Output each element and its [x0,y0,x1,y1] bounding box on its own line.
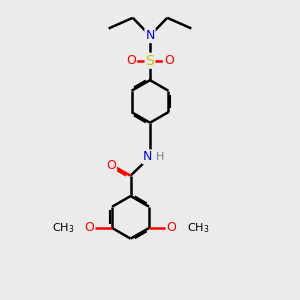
Text: O: O [106,158,116,172]
Text: N: N [143,150,152,164]
Text: O: O [126,54,136,67]
Text: H: H [156,152,164,162]
Text: O: O [85,221,94,235]
Text: S: S [146,54,154,68]
Text: N: N [145,29,155,42]
Text: CH$_3$: CH$_3$ [52,221,74,235]
Text: O: O [167,221,176,235]
Text: O: O [164,54,174,67]
Text: CH$_3$: CH$_3$ [187,221,209,235]
